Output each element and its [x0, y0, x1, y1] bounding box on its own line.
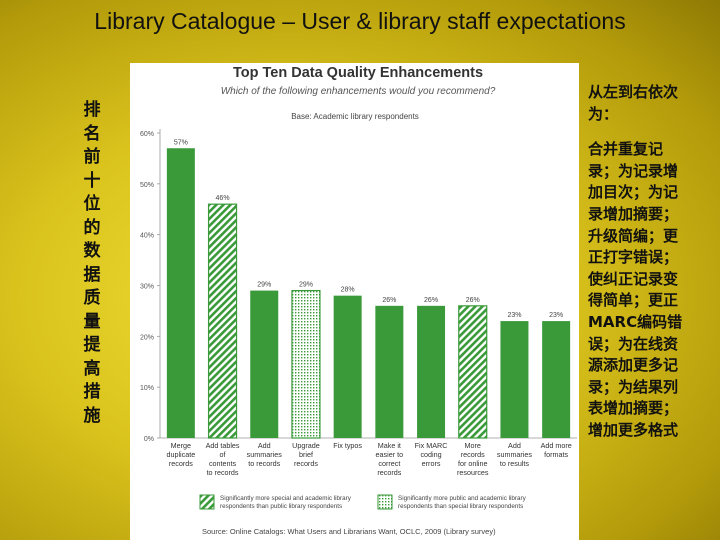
legend-swatch: [199, 494, 215, 510]
chart-panel: Top Ten Data Quality Enhancements Which …: [130, 63, 579, 540]
x-category-label: Merge duplicate records: [166, 441, 195, 468]
y-tick-label: 40%: [140, 233, 154, 240]
x-category-label: Add summaries to records: [247, 441, 283, 468]
y-tick-label: 20%: [140, 334, 154, 341]
x-category-label: Make it easier to correct records: [376, 441, 404, 477]
right-intro-text: 从左到右依次为：: [588, 83, 679, 123]
bar: [333, 295, 362, 438]
bar: [291, 289, 321, 439]
bars-group: 57% 46% 29% 29% 28% 26% 26% 26% 23% 23%: [166, 139, 571, 439]
x-category-label: Add more formats: [541, 441, 572, 459]
left-vertical-caption: 排名前十位的数据质量提高措施: [83, 100, 101, 425]
x-category-label: Fix typos: [333, 441, 362, 450]
bar: [542, 321, 571, 438]
bar: [166, 148, 195, 438]
legend-label: Significantly more special and academic …: [220, 495, 352, 510]
bar-chart: Top Ten Data Quality Enhancements Which …: [140, 65, 577, 536]
bar-value-label: 57%: [174, 139, 188, 146]
x-labels-group: Merge duplicate records Add tables of content…: [166, 441, 571, 477]
y-tick-label: 50%: [140, 182, 154, 189]
x-category-label: Add summaries to results: [497, 441, 533, 468]
x-category-label: Upgrade brief records: [292, 441, 320, 468]
bar: [458, 305, 488, 439]
bar-value-label: 46%: [216, 195, 230, 202]
chart-subtitle: Which of the following enhancements woul…: [221, 86, 496, 97]
bar-value-label: 26%: [382, 297, 396, 304]
bar: [375, 305, 404, 438]
chart-source: Source: Online Catalogs: What Users and …: [202, 527, 496, 536]
bar-value-label: 29%: [257, 282, 271, 289]
bar-value-label: 23%: [507, 312, 521, 319]
slide-title: Library Catalogue – User & library staff…: [94, 8, 626, 34]
x-category-label: More records for online resources: [457, 441, 489, 477]
bar: [500, 321, 529, 438]
y-tick-label: 10%: [140, 385, 154, 392]
bar-value-label: 28%: [341, 287, 355, 294]
x-category-label: Fix MARC coding errors: [415, 441, 448, 468]
bar-value-label: 26%: [424, 297, 438, 304]
bar: [250, 290, 279, 438]
right-body-text: 合并重复记录；为记录增加目次；为记录增加摘要；升级简编；更正打字错误；使纠正记录…: [588, 140, 683, 439]
bar-value-label: 29%: [299, 282, 313, 289]
chart-title: Top Ten Data Quality Enhancements: [233, 65, 483, 81]
legend: Significantly more special and academic …: [199, 494, 527, 510]
chart-base-note: Base: Academic library respondents: [291, 112, 419, 121]
x-category-label: Add tables of contents to records: [206, 441, 240, 477]
bar-value-label: 26%: [466, 297, 480, 304]
bar: [207, 203, 238, 439]
y-tick-label: 30%: [140, 284, 154, 291]
legend-swatch: [377, 494, 393, 510]
bar-value-label: 23%: [549, 312, 563, 319]
bar: [417, 305, 446, 438]
right-text-panel: 从左到右依次为： 合并重复记录；为记录增加目次；为记录增加摘要；升级简编；更正打…: [588, 82, 688, 442]
legend-label: Significantly more public and academic l…: [398, 495, 527, 510]
y-tick-label: 0%: [144, 436, 154, 443]
y-tick-label: 60%: [140, 131, 154, 138]
